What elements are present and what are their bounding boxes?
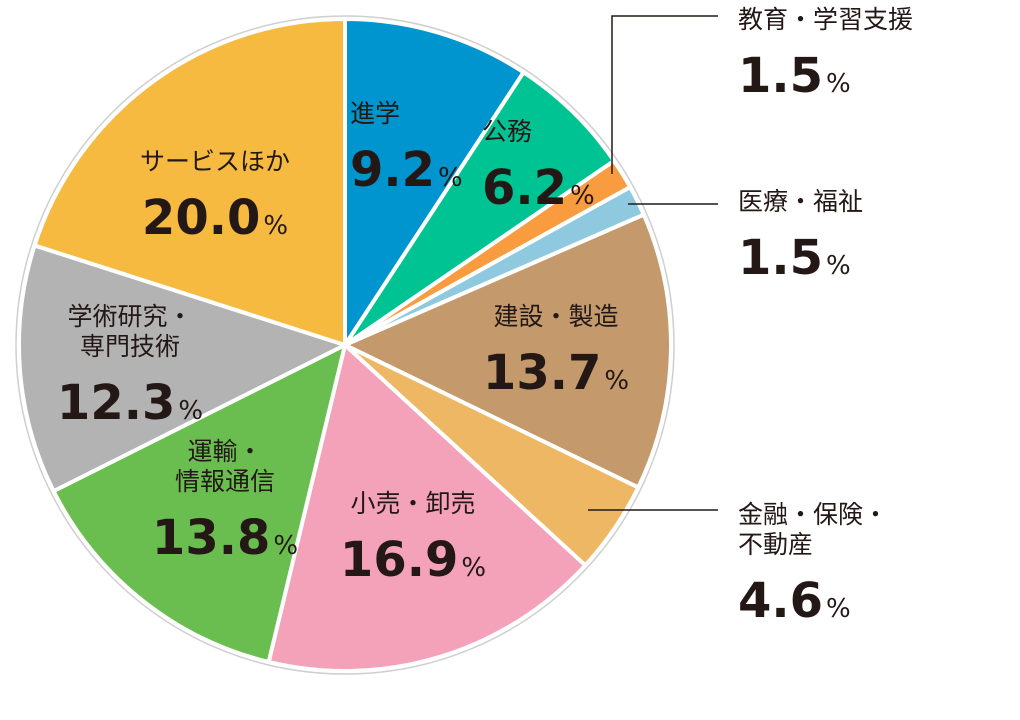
slice-value-label: 1.5% [738,48,851,104]
slice-value-label: 13.7% [483,345,629,401]
slice-value-label: 13.8% [152,510,298,566]
slice-value-label: 16.9% [340,532,486,588]
slice-value-label: 1.5% [738,230,851,286]
leader-lines [588,15,718,511]
slice-name-label: 不動産 [738,530,813,559]
pie-slice [343,17,526,347]
slice-name-label: 進学 [350,99,400,128]
slice-name-label: 学術研究・ [67,302,192,331]
slice-value-label: 20.0% [142,190,288,246]
pie-slice [266,343,588,673]
slice-name-label: 公務 [482,117,532,146]
slice-value-label: 9.2% [350,142,463,198]
slice-name-label: 小売・卸売 [350,489,475,518]
slice-name-label: 教育・学習支援 [738,5,913,34]
slice-labels: 進学 9.2 % 公務 6.2 % 教育・学習支援 1.5 % 医療・福祉 1.5 % 建設・製造 13.… [57,5,913,629]
slice-name-label: 運輸・ [187,437,262,466]
slice-name-label: 金融・保険・ [738,500,888,529]
pie-slice [32,17,347,347]
slice-name-label: 医療・福祉 [738,187,863,216]
pie-slice [51,343,347,664]
slice-value-label: 6.2% [482,160,595,216]
pie-slice [343,212,673,490]
slice-name-label: 情報通信 [175,467,275,496]
slice-value-label: 12.3% [57,375,203,431]
pie-slices [15,15,675,675]
slice-name-label: 建設・製造 [493,302,618,331]
pie-slice [17,243,347,494]
leader-line [611,15,718,174]
slice-value-label: 4.6% [738,573,851,629]
slice-name-label: サービスほか [140,147,290,176]
slice-name-label: 専門技術 [80,332,180,361]
